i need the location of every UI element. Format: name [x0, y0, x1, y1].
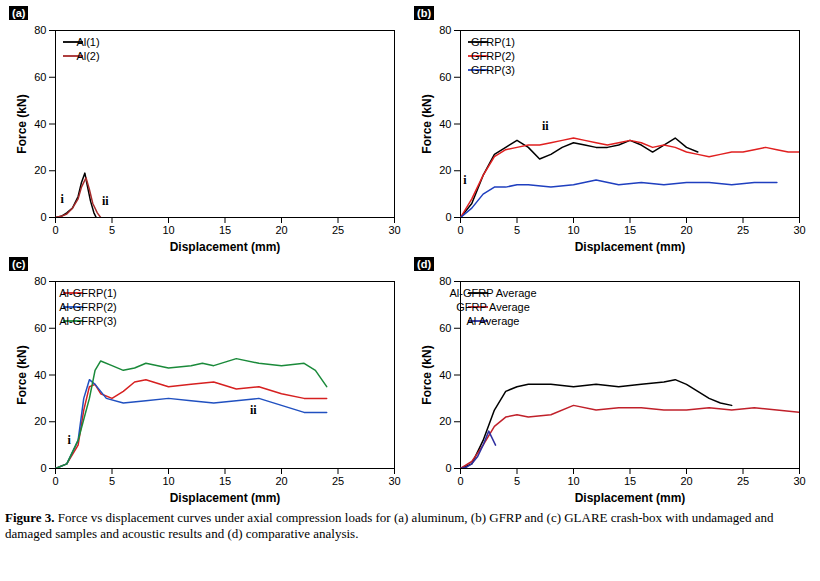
svg-text:Displacement (mm): Displacement (mm) [575, 240, 686, 254]
svg-text:Force (kN): Force (kN) [15, 94, 29, 153]
svg-text:Al-GFRP(3): Al-GFRP(3) [59, 315, 116, 327]
svg-text:60: 60 [439, 71, 451, 83]
svg-text:0: 0 [445, 462, 451, 474]
svg-text:0: 0 [457, 224, 463, 236]
svg-text:40: 40 [439, 369, 451, 381]
svg-text:30: 30 [388, 224, 400, 236]
svg-text:15: 15 [624, 475, 636, 487]
svg-text:15: 15 [219, 475, 231, 487]
svg-text:GFRP(2): GFRP(2) [471, 50, 515, 62]
svg-text:Al-GFRP(2): Al-GFRP(2) [59, 301, 116, 313]
svg-text:40: 40 [34, 118, 46, 130]
svg-text:10: 10 [162, 475, 174, 487]
svg-text:Al(2): Al(2) [76, 50, 99, 62]
svg-text:30: 30 [388, 475, 400, 487]
svg-text:10: 10 [567, 224, 579, 236]
svg-text:GFRP(3): GFRP(3) [471, 64, 515, 76]
html-text:(c): (c) [12, 258, 26, 270]
svg-text:10: 10 [162, 224, 174, 236]
svg-text:5: 5 [109, 224, 115, 236]
svg-text:30: 30 [793, 475, 805, 487]
svg-text:5: 5 [514, 224, 520, 236]
svg-text:5: 5 [109, 475, 115, 487]
svg-text:Al-GFRP Average: Al-GFRP Average [449, 287, 536, 299]
svg-text:15: 15 [624, 224, 636, 236]
html-text:(d): (d) [417, 258, 431, 270]
svg-text:80: 80 [34, 24, 46, 36]
svg-text:20: 20 [34, 164, 46, 176]
svg-text:80: 80 [439, 24, 451, 36]
svg-text:0: 0 [52, 475, 58, 487]
svg-text:40: 40 [34, 369, 46, 381]
svg-text:0: 0 [445, 211, 451, 223]
svg-text:80: 80 [439, 275, 451, 287]
html-text:(a): (a) [12, 7, 26, 19]
svg-text:20: 20 [439, 415, 451, 427]
svg-text:20: 20 [34, 415, 46, 427]
svg-text:20: 20 [680, 224, 692, 236]
svg-text:80: 80 [34, 275, 46, 287]
svg-text:20: 20 [275, 224, 287, 236]
html-text:(b): (b) [417, 7, 431, 19]
svg-text:25: 25 [332, 475, 344, 487]
svg-text:10: 10 [567, 475, 579, 487]
svg-text:0: 0 [457, 475, 463, 487]
svg-text:20: 20 [439, 164, 451, 176]
svg-text:60: 60 [439, 322, 451, 334]
svg-text:GFRP(1): GFRP(1) [471, 36, 515, 48]
svg-text:i: i [61, 192, 65, 206]
svg-text:0: 0 [40, 211, 46, 223]
svg-text:0: 0 [52, 224, 58, 236]
svg-text:60: 60 [34, 71, 46, 83]
svg-text:Displacement (mm): Displacement (mm) [170, 240, 281, 254]
svg-text:ii: ii [542, 119, 549, 133]
svg-text:GFRP Average: GFRP Average [456, 301, 530, 313]
svg-text:20: 20 [680, 475, 692, 487]
svg-text:Force (kN): Force (kN) [420, 345, 434, 404]
svg-text:ii: ii [250, 403, 257, 417]
svg-text:40: 40 [439, 118, 451, 130]
svg-text:25: 25 [332, 224, 344, 236]
svg-text:25: 25 [737, 224, 749, 236]
svg-text:Force (kN): Force (kN) [420, 94, 434, 153]
svg-text:25: 25 [737, 475, 749, 487]
svg-text:30: 30 [793, 224, 805, 236]
svg-text:Force (kN): Force (kN) [15, 345, 29, 404]
svg-text:15: 15 [219, 224, 231, 236]
svg-text:5: 5 [514, 475, 520, 487]
svg-text:i: i [67, 433, 71, 447]
svg-text:Al(1): Al(1) [76, 36, 99, 48]
svg-text:20: 20 [275, 475, 287, 487]
svg-text:Al-GFRP(1): Al-GFRP(1) [59, 287, 116, 299]
svg-text:ii: ii [102, 194, 109, 208]
svg-text:Al Average: Al Average [466, 315, 519, 327]
svg-text:0: 0 [40, 462, 46, 474]
svg-text:i: i [463, 173, 467, 187]
svg-text:60: 60 [34, 322, 46, 334]
svg-text:Displacement (mm): Displacement (mm) [170, 491, 281, 505]
svg-text:Displacement (mm): Displacement (mm) [575, 491, 686, 505]
html-text:Figure 3. Force vs displacemen: Figure 3. Force vs displacement curves u… [5, 510, 774, 541]
